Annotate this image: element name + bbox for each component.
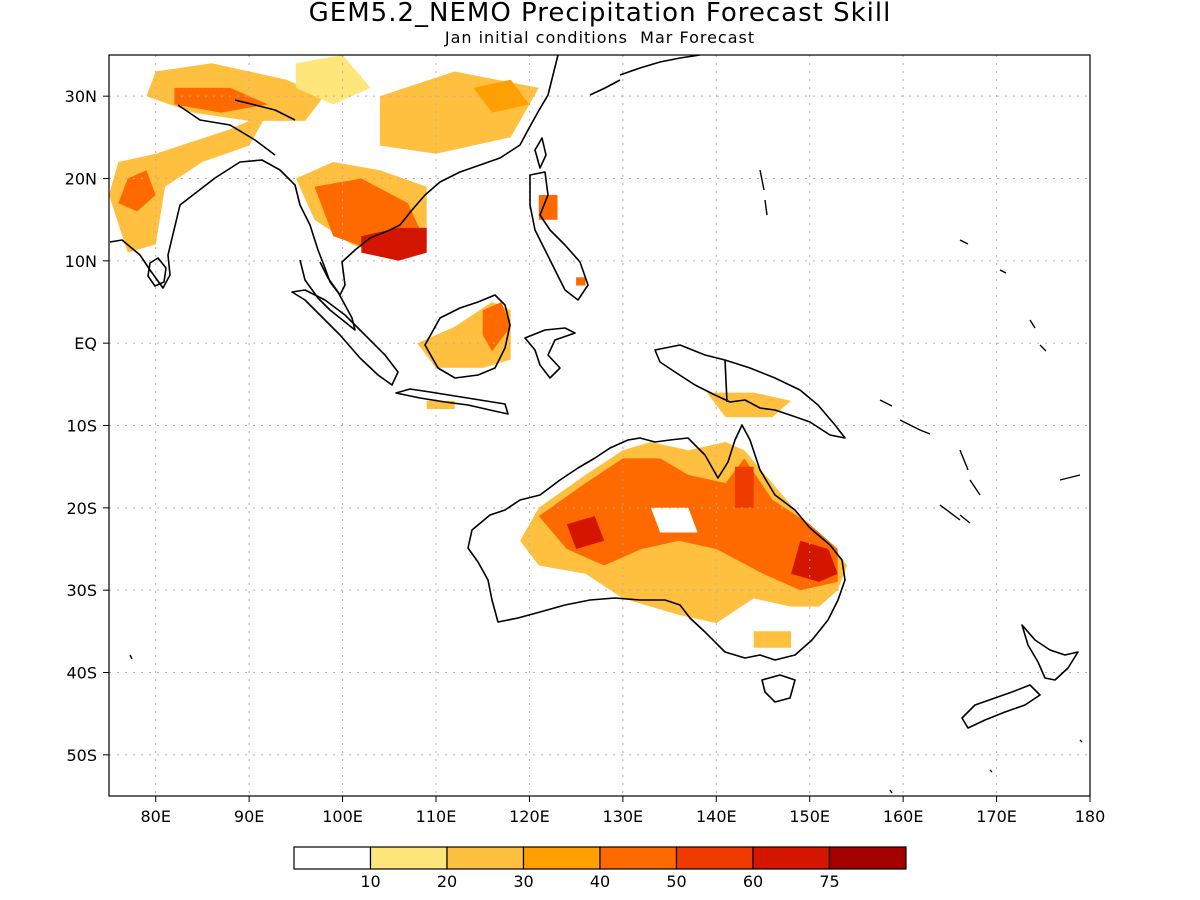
colorbar-label: 40 [590,872,610,891]
colorbar-box-7 [828,846,907,870]
colorbar-label: 50 [666,872,686,891]
colorbar-label: 20 [437,872,457,891]
grid-lines [109,55,1090,796]
x-tick-label: 150E [789,807,830,826]
y-tick-label: 30N [65,87,97,106]
colorbar-box-2 [446,846,525,870]
colorbar-box-1 [369,846,448,870]
x-tick-label: 130E [603,807,644,826]
x-tick-label: 180 [1075,807,1106,826]
x-tick-label: 80E [140,807,170,826]
colorbar-label: 30 [513,872,533,891]
y-tick-label: 10N [65,252,97,271]
x-tick-label: 170E [976,807,1017,826]
map-title: GEM5.2_NEMO Precipitation Forecast Skill [308,0,892,28]
y-tick-label: 30S [66,581,97,600]
y-tick-label: 10S [66,417,97,436]
colorbar-box-3 [522,846,601,870]
skill-region-21 [650,507,698,533]
small-islands [129,169,1083,794]
x-tick-label: 160E [883,807,924,826]
y-tick-label: 40S [66,664,97,683]
skill-region-19 [566,516,605,549]
colorbar-label: 60 [743,872,763,891]
skill-region-15 [706,392,791,418]
map-subtitle: Jan initial conditions Mar Forecast [444,28,756,47]
skill-region-22 [753,631,791,648]
coastlines [109,55,1079,729]
colorbar-box-5 [675,846,754,870]
skill-shading [109,55,848,648]
skill-region-18 [791,540,838,582]
y-tick-label: 20S [66,499,97,518]
x-tick-label: 100E [322,807,363,826]
colorbar-box-6 [752,846,831,870]
colorbar-box-0 [293,846,372,870]
skill-region-9 [361,227,427,261]
x-tick-label: 110E [416,807,457,826]
y-tick-label: 20N [65,170,97,189]
skill-region-3 [174,87,268,113]
skill-region-0 [109,112,268,253]
skill-region-20 [735,466,754,508]
colorbar-label: 75 [819,872,839,891]
skill-region-11 [576,277,586,286]
colorbar-label: 10 [360,872,380,891]
skill-region-4 [295,55,371,105]
x-tick-label: 140E [696,807,737,826]
x-tick-label: 90E [234,807,264,826]
y-axis-ticks: 30N 20N 10N EQ 10S 20S 30S 40S 50S [65,87,109,765]
skill-region-10 [538,195,558,220]
x-tick-label: 120E [509,807,550,826]
colorbar: 10 20 30 40 50 60 75 [293,846,907,891]
colorbar-box-4 [599,846,678,870]
skill-region-1 [118,170,156,212]
x-axis-ticks: 80E 90E 100E 110E 120E 130E 140E 150E 160E 170E 18… [140,796,1105,826]
y-tick-label: 50S [66,746,97,765]
skill-region-13 [482,302,511,352]
y-tick-label: EQ [74,334,97,353]
